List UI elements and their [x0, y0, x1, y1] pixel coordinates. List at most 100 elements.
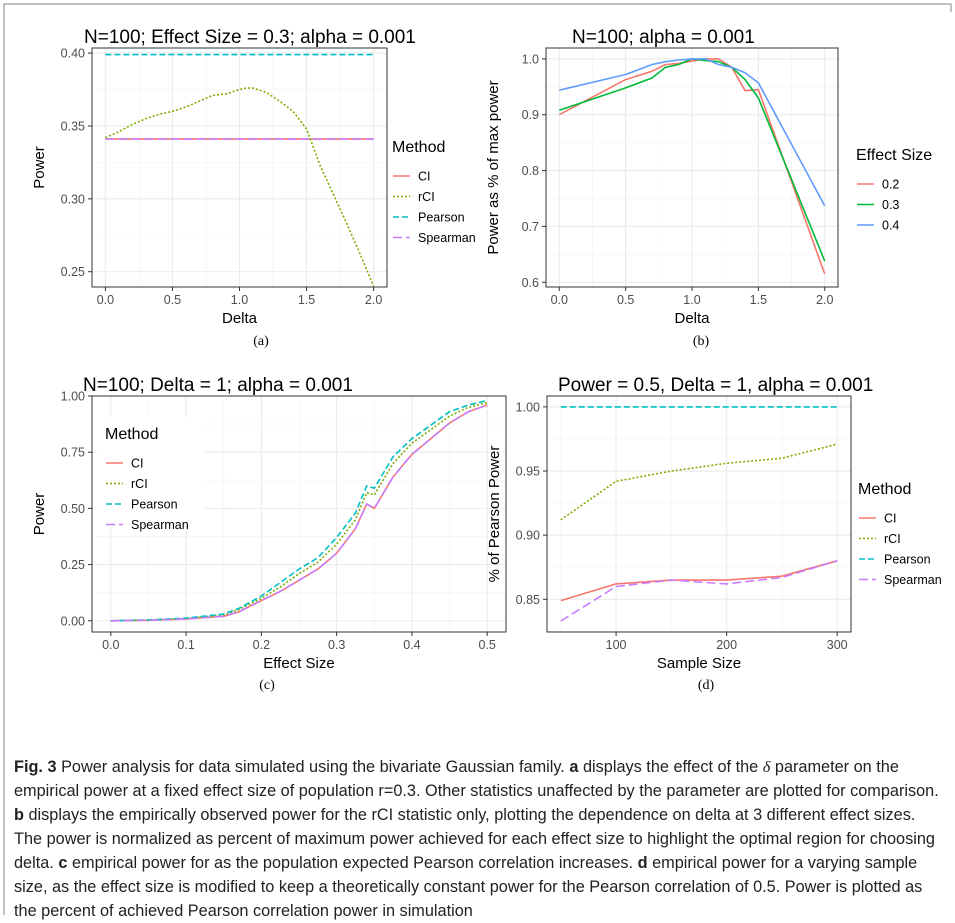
- legend-label: Pearson: [884, 553, 931, 567]
- plot-frame: [546, 395, 852, 633]
- chart-title: N=100; alpha = 0.001: [572, 27, 755, 48]
- legend-label: Spearman: [418, 231, 476, 245]
- caption-a-text-2: parameter on the empirical power at a fi…: [14, 758, 939, 800]
- legend-label: 0.2: [882, 178, 899, 192]
- y-tick-label: 0.85: [516, 593, 540, 607]
- x-tick-label: 0.4: [403, 638, 420, 652]
- x-tick-label: 1.5: [298, 293, 315, 307]
- chart-panel-d: 100 200 300 0.85 0.90 0.95 1.00 Power = 0.5, De…: [486, 375, 942, 693]
- chart-panel-a: 0.0 0.5 1.0 1.5 2.0 0.25 0.30 0.35 0.40N=100; Ef…: [31, 27, 476, 349]
- x-tick-label: 0.0: [97, 293, 114, 307]
- subfigure-label: (a): [253, 334, 269, 349]
- legend-background: [97, 417, 205, 527]
- chart-title: N=100; Effect Size = 0.3; alpha = 0.001: [84, 27, 416, 48]
- y-tick-label: 0.95: [516, 465, 540, 479]
- chart-title: Power = 0.5, Delta = 1, alpha = 0.001: [558, 375, 873, 396]
- legend-label: 0.3: [882, 198, 899, 212]
- y-tick-label: 0.00: [61, 614, 85, 628]
- y-tick-label: 1.0: [522, 52, 539, 66]
- y-tick-label: 1.00: [61, 390, 85, 404]
- y-tick-label: 0.40: [61, 47, 85, 61]
- caption-figure-label: Fig. 3: [14, 758, 57, 776]
- x-tick-label: 0.2: [253, 638, 270, 652]
- x-tick-label: 1.0: [231, 293, 248, 307]
- x-tick-label: 0.5: [164, 293, 181, 307]
- legend-label: CI: [131, 457, 144, 471]
- legend-label: 0.4: [882, 219, 899, 233]
- legend-label: rCI: [884, 532, 901, 546]
- subfigure-label: (d): [698, 678, 715, 693]
- legend-label: Spearman: [131, 518, 189, 532]
- legend-label: Pearson: [418, 211, 465, 225]
- plot-frame: [91, 395, 507, 633]
- y-axis-label: % of Pearson Power: [486, 446, 503, 583]
- caption-intro: Power analysis for data simulated using …: [61, 758, 565, 776]
- y-tick-label: 0.6: [522, 276, 539, 290]
- x-tick-label: 0.1: [177, 638, 194, 652]
- caption-delta-symbol: δ: [762, 757, 771, 776]
- caption-b-text: displays the empirically observed power …: [14, 806, 935, 872]
- x-axis-label: Sample Size: [657, 655, 741, 672]
- chart-title: N=100; Delta = 1; alpha = 0.001: [83, 375, 353, 396]
- y-tick-label: 0.8: [522, 164, 539, 178]
- x-tick-label: 1.0: [683, 293, 700, 307]
- x-tick-label: 0.5: [617, 293, 634, 307]
- series-line-03: [559, 58, 826, 262]
- series-line-rCI: [560, 443, 838, 521]
- x-axis-label: Delta: [222, 310, 258, 327]
- x-tick-label: 2.0: [365, 293, 382, 307]
- x-tick-label: 0.0: [551, 293, 568, 307]
- y-tick-label: 0.25: [61, 265, 85, 279]
- series-line-Spearman: [560, 560, 838, 622]
- legend: Effect Size 0.2 0.3 0.4: [856, 147, 932, 233]
- y-tick-label: 0.35: [61, 119, 85, 133]
- y-tick-label: 0.9: [522, 108, 539, 122]
- subfigure-label: (c): [259, 678, 275, 693]
- series-line-04: [559, 58, 826, 207]
- series-line-rCI: [110, 401, 488, 622]
- x-tick-label: 1.5: [750, 293, 767, 307]
- chart-panel-b: 0.0 0.5 1.0 1.5 2.0 0.6 0.7 0.8 0.9 1.0 N=100; alp…: [485, 27, 932, 349]
- figure-caption: Fig. 3 Power analysis for data simulated…: [14, 755, 944, 923]
- chart-panel-c: 0.0 0.1 0.2 0.3 0.4 0.5 0.00 0.25 0.50 0.75 1.00N=…: [31, 375, 507, 693]
- series-line-Pearson: [110, 399, 488, 622]
- y-tick-label: 0.90: [516, 529, 540, 543]
- legend-label: CI: [884, 512, 897, 526]
- caption-a-text-1: displays the effect of the: [582, 758, 759, 776]
- series-line-CI: [110, 404, 488, 622]
- caption-a-label: a: [569, 758, 579, 776]
- y-axis-label: Power: [31, 493, 48, 536]
- x-axis-label: Delta: [674, 310, 710, 327]
- subfigure-label: (b): [693, 334, 710, 349]
- legend: Method CI rCI Pearson Spearman: [392, 139, 476, 245]
- legend-title: Effect Size: [856, 147, 932, 164]
- legend-title: Method: [105, 426, 158, 443]
- series-line-CI: [560, 560, 838, 602]
- x-tick-label: 2.0: [816, 293, 833, 307]
- series-line-rCI: [105, 87, 375, 287]
- caption-c-text: empirical power for as the population ex…: [71, 854, 634, 872]
- plot-area: [547, 396, 851, 632]
- y-tick-label: 0.25: [61, 558, 85, 572]
- y-tick-label: 0.50: [61, 502, 85, 516]
- caption-d-text: empirical power for a varying sample siz…: [14, 854, 923, 920]
- legend: Method CI rCI Pearson Spearman: [858, 481, 942, 587]
- x-axis-label: Effect Size: [263, 655, 334, 672]
- y-tick-label: 0.30: [61, 192, 85, 206]
- caption-b-label: b: [14, 806, 24, 824]
- x-tick-label: 0.5: [478, 638, 495, 652]
- legend-title: Method: [858, 481, 911, 498]
- legend-label: Pearson: [131, 498, 178, 512]
- legend-title: Method: [392, 139, 445, 156]
- x-tick-label: 100: [606, 638, 627, 652]
- x-tick-label: 200: [716, 638, 737, 652]
- y-axis-label: Power as % of max power: [485, 80, 502, 254]
- y-axis-label: Power: [31, 146, 48, 189]
- x-tick-label: 0.3: [328, 638, 345, 652]
- legend-label: CI: [418, 170, 431, 184]
- caption-c-label: c: [58, 854, 68, 872]
- legend-label: rCI: [131, 477, 148, 491]
- x-tick-label: 0.0: [102, 638, 119, 652]
- y-tick-label: 1.00: [516, 400, 540, 414]
